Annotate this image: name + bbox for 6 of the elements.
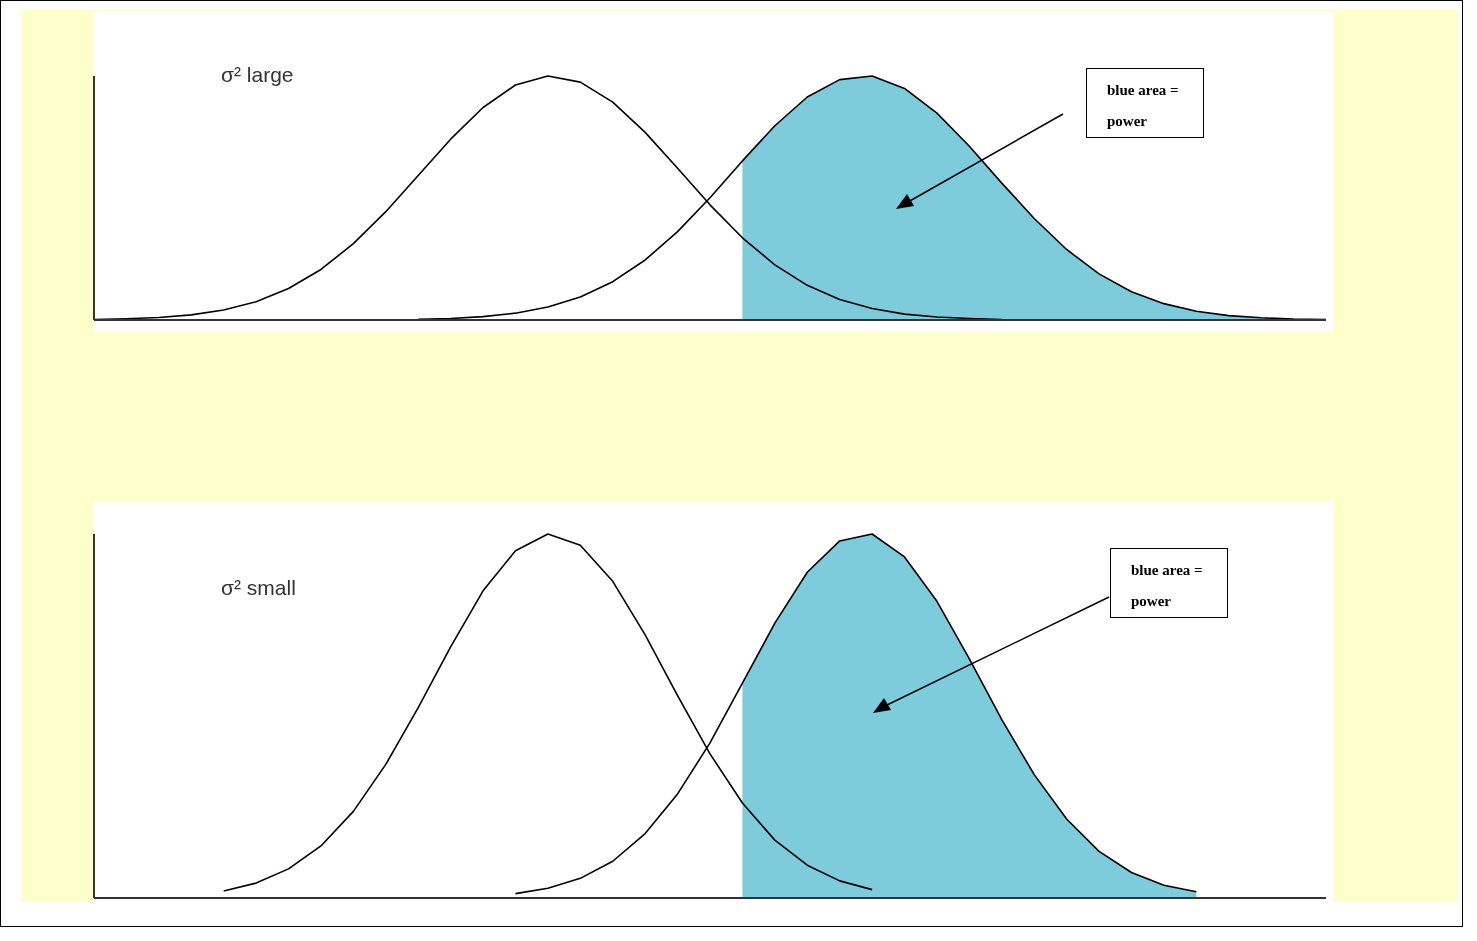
label-box: blue area = power (1110, 548, 1228, 618)
annotation: blue area = power (1107, 81, 1179, 131)
label-box: blue area = power (1086, 68, 1204, 138)
annotation: σ² large (221, 63, 294, 87)
annotation: blue area = power (1131, 561, 1203, 611)
annotation: σ² small (221, 576, 296, 600)
